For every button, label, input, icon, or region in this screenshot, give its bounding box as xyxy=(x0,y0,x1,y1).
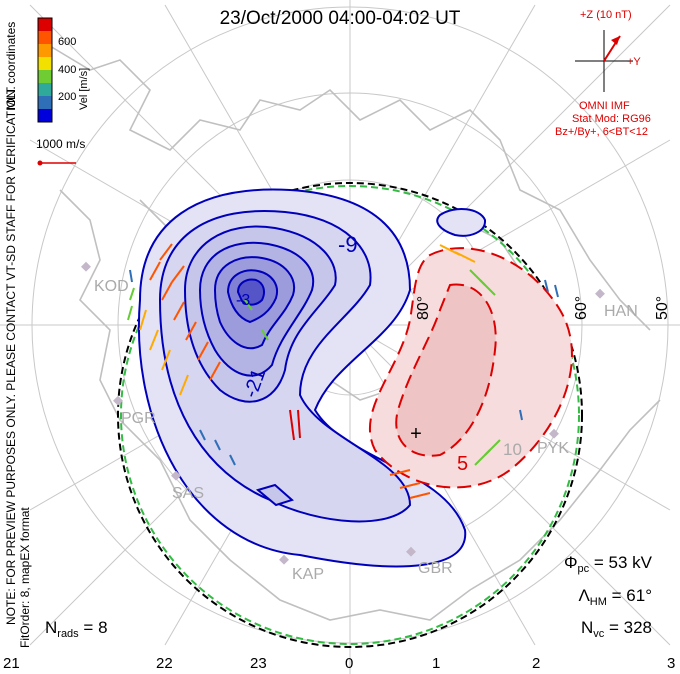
pole-cross-icon: + xyxy=(410,423,422,445)
contour-label-10: 10 xyxy=(503,440,522,459)
nvc-subscript: vc xyxy=(593,628,605,640)
lambda-symbol: Λ xyxy=(578,586,590,605)
preview-note: NOTE: FOR PREVIEW PURPOSES ONLY. PLEASE … xyxy=(4,86,18,625)
radar-marker-pyk xyxy=(549,428,559,439)
lat-label-60: 60° xyxy=(573,295,590,320)
radar-label-kap: KAP xyxy=(292,566,325,583)
nvc-symbol: N xyxy=(580,618,594,637)
nrads-subscript: rads xyxy=(57,628,79,640)
radar-marker-han xyxy=(595,288,605,299)
imf-clock xyxy=(575,30,633,92)
nrads-symbol: N xyxy=(45,618,58,637)
lambda-hm-value: = 61° xyxy=(611,586,652,605)
contour-label-minus-9: -9 xyxy=(338,232,358,257)
imf-z-label: +Z (10 nT) xyxy=(580,9,632,21)
n-rads-value: = 8 xyxy=(83,618,108,637)
colorbar-title: Vel [m/s] xyxy=(78,67,90,110)
mlt-label-0: 0 xyxy=(345,655,354,672)
cross-polar-potential: Φpc = 53 kV xyxy=(564,553,652,575)
map-title: 23/Oct/2000 04:00-04:02 UT xyxy=(219,8,461,29)
imf-condition: Bz+/By+, 6<BT<12 xyxy=(555,126,648,138)
mlt-label-22: 22 xyxy=(156,655,173,672)
hm-latitude: ΛHM = 61° xyxy=(578,586,652,608)
vector-count: Nvc = 328 xyxy=(581,618,652,640)
lat-label-80: 80° xyxy=(415,295,432,320)
colorbar-tick-600: 600 xyxy=(58,36,77,48)
radar-label-pyk: PYK xyxy=(537,440,570,457)
mlt-label-2: 2 xyxy=(532,655,541,672)
radar-marker-sas xyxy=(171,470,181,481)
dawn-cell xyxy=(369,247,573,489)
radar-label-han: HAN xyxy=(604,303,638,320)
velocity-vectors xyxy=(127,243,559,499)
fit-order-note: FitOrder: 8, mapEX format xyxy=(18,507,32,648)
phi-subscript: pc xyxy=(577,563,590,575)
radar-marker-kap xyxy=(279,554,289,565)
imf-source: OMNI IMF xyxy=(579,100,630,112)
contour-label-minus-3: -3 xyxy=(236,292,251,309)
n-vc-value: = 328 xyxy=(608,618,652,637)
hmb-boundary-green xyxy=(120,185,580,645)
colorbar-tick-200: 200 xyxy=(58,91,77,103)
radar-marker-pgr xyxy=(113,395,123,406)
phi-pc-value: = 53 kV xyxy=(593,553,652,572)
scale-vector-label: 1000 m/s xyxy=(36,137,86,151)
lambda-subscript: HM xyxy=(589,596,607,608)
radar-marker-kod xyxy=(81,261,91,272)
colorbar-tick-400: 400 xyxy=(58,64,77,76)
velocity-colorbar xyxy=(37,17,53,123)
mlt-label-21: 21 xyxy=(3,655,20,672)
mlt-label-3: 3 xyxy=(667,655,676,672)
radar-label-gbr: GBR xyxy=(418,560,453,577)
mlt-label-23: 23 xyxy=(250,655,267,672)
dusk-cell xyxy=(138,188,486,568)
mlt-label-1: 1 xyxy=(432,655,441,672)
imf-model: Stat Mod: RG96 xyxy=(572,113,651,125)
radar-label-pgr: PGR xyxy=(121,410,156,427)
radar-label-kod: KOD xyxy=(94,278,129,295)
hmb-boundary-black xyxy=(117,182,583,648)
lat-label-50: 50° xyxy=(654,295,671,320)
imf-y-label: +Y xyxy=(627,56,641,68)
radar-label-sas: SAS xyxy=(172,485,205,502)
contour-label-5: 5 xyxy=(457,453,469,475)
radar-count: Nrads = 8 xyxy=(45,618,108,640)
radar-markers xyxy=(81,261,605,565)
phi-symbol: Φ xyxy=(563,553,578,572)
